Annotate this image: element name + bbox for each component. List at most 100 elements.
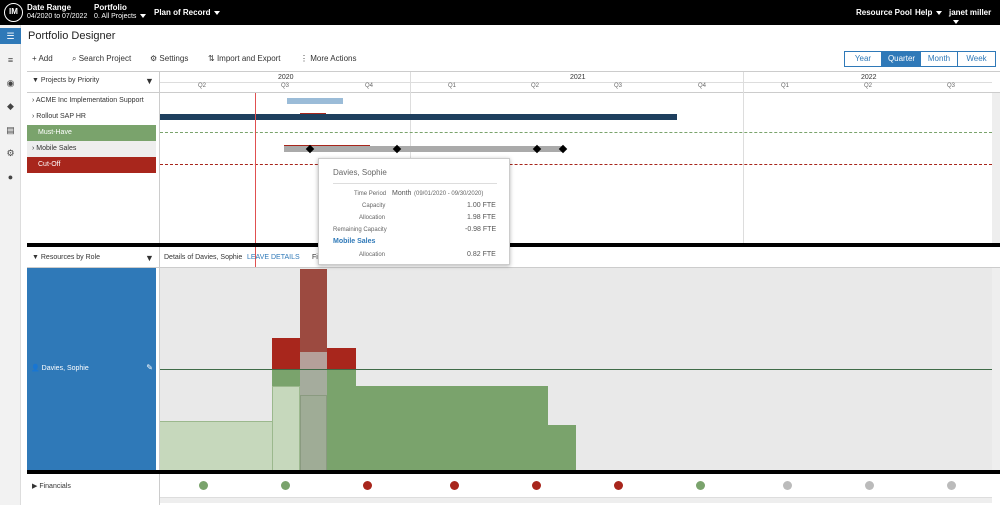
resource-scrollbar[interactable] xyxy=(992,268,1000,471)
filter-icon[interactable]: ▼ xyxy=(145,253,154,263)
user-menu[interactable]: janet miller xyxy=(949,8,1000,26)
header-border xyxy=(27,71,1000,72)
chevron-down-icon xyxy=(140,14,147,19)
more-actions-button[interactable]: ⋮ More Actions xyxy=(300,54,356,63)
pane-splitter[interactable] xyxy=(27,243,1000,247)
financial-dot[interactable] xyxy=(947,481,956,490)
pane-splitter[interactable] xyxy=(27,470,1000,474)
gantt-scrollbar[interactable] xyxy=(992,93,1000,243)
settings-label: Settings xyxy=(159,54,189,63)
left-nav: ☰ ≡ ◉ ◆ ▤ ⚙ ● xyxy=(0,25,21,505)
year-label: 2022 xyxy=(861,74,877,81)
projects-header[interactable]: ▼ Projects by Priority xyxy=(32,77,99,84)
search-project-label: Search Project xyxy=(78,54,132,63)
add-button[interactable]: + Add xyxy=(32,54,53,63)
app-logo[interactable]: IM xyxy=(4,3,23,22)
must-have-marker[interactable]: Must-Have xyxy=(27,125,156,141)
financial-dot[interactable] xyxy=(865,481,874,490)
view-week-button[interactable]: Week xyxy=(957,51,996,67)
gridline xyxy=(410,72,411,243)
financial-dot[interactable] xyxy=(199,481,208,490)
chevron-down-icon xyxy=(953,19,959,24)
target-icon[interactable]: ◉ xyxy=(6,78,15,88)
top-bar: IM Date Range 04/2020 to 07/2022 Portfol… xyxy=(0,0,1000,25)
project-row-acme[interactable]: › ACME Inc Implementation Support xyxy=(27,93,156,109)
compass-icon[interactable]: ● xyxy=(7,172,14,182)
gear-icon[interactable]: ⚙ xyxy=(6,148,15,158)
financial-dot[interactable] xyxy=(363,481,372,490)
gantt-bar-sap-hr[interactable] xyxy=(160,114,677,120)
view-month-button[interactable]: Month xyxy=(920,51,958,67)
help-menu[interactable]: Help xyxy=(915,8,943,17)
settings-button[interactable]: ⚙ Settings xyxy=(150,54,188,63)
diamond-icon[interactable]: ◆ xyxy=(7,101,14,111)
gantt-bar-acme[interactable] xyxy=(287,98,343,104)
resource-pool-link[interactable]: Resource Pool xyxy=(856,8,913,17)
financials-header[interactable]: ▶ Financials xyxy=(32,482,71,490)
alloc-block[interactable] xyxy=(272,386,300,471)
year-label: 2020 xyxy=(278,74,294,81)
capacity-value: 1.00 FTE xyxy=(467,202,496,209)
financial-dot[interactable] xyxy=(532,481,541,490)
alloc-block[interactable] xyxy=(548,425,576,471)
plus-icon: + xyxy=(32,54,39,63)
alloc-block[interactable] xyxy=(160,421,272,471)
portfolio-designer-icon[interactable]: ☰ xyxy=(0,28,21,44)
edit-icon[interactable]: ✎ xyxy=(146,363,153,372)
financial-dot[interactable] xyxy=(450,481,459,490)
portfolio-selector[interactable]: Portfolio 0. All Projects xyxy=(94,3,147,21)
cut-off-marker[interactable]: Cut-Off xyxy=(27,157,156,173)
details-extra: Fi xyxy=(312,254,318,261)
page-title: Portfolio Designer xyxy=(28,30,116,42)
more-vertical-icon: ⋮ xyxy=(300,54,311,63)
gantt-bar-mobile-sales[interactable] xyxy=(284,146,563,152)
view-quarter-button[interactable]: Quarter xyxy=(882,51,921,67)
alloc-block[interactable] xyxy=(300,369,327,395)
overalloc-block[interactable] xyxy=(300,352,327,369)
alloc-block[interactable] xyxy=(272,369,300,386)
overalloc-block[interactable] xyxy=(272,338,300,369)
quarter-label: Q1 xyxy=(448,83,457,89)
projects-header-label: Projects by Priority xyxy=(40,77,100,84)
resource-row[interactable]: 👤 Davies, Sophie ✎ xyxy=(27,268,156,471)
resource-tooltip: Davies, Sophie Time Period Month (09/01/… xyxy=(318,158,510,265)
horizontal-scrollbar[interactable] xyxy=(160,497,992,503)
panel-splitter[interactable] xyxy=(159,71,160,505)
financial-dot[interactable] xyxy=(281,481,290,490)
list-icon[interactable]: ≡ xyxy=(7,55,14,65)
import-export-icon: ⇅ xyxy=(208,54,217,63)
financial-dot[interactable] xyxy=(614,481,623,490)
financial-dot[interactable] xyxy=(783,481,792,490)
date-range-selector[interactable]: Date Range 04/2020 to 07/2022 xyxy=(27,3,87,21)
remaining-capacity-label: Remaining Capacity xyxy=(333,227,387,233)
quarter-label: Q3 xyxy=(281,83,290,89)
date-range-value: 04/2020 to 07/2022 xyxy=(27,13,88,20)
alloc-block[interactable] xyxy=(300,395,327,471)
tooltip-divider xyxy=(333,183,497,184)
more-actions-label: More Actions xyxy=(310,54,357,63)
filter-icon[interactable]: ▼ xyxy=(145,76,154,86)
time-period-label: Time Period xyxy=(354,191,387,197)
alloc-block[interactable] xyxy=(356,386,548,471)
chevron-right-icon: › xyxy=(32,97,36,104)
chevron-down-icon xyxy=(936,10,943,15)
project-row-sap-hr[interactable]: › Rollout SAP HR xyxy=(27,109,156,125)
resources-header[interactable]: ▼ Resources by Role xyxy=(32,254,100,261)
overalloc-block[interactable] xyxy=(327,348,356,369)
caret-down-icon: ▼ xyxy=(32,77,41,84)
project-row-mobile-sales[interactable]: › Mobile Sales xyxy=(27,141,156,157)
leave-details-link[interactable]: LEAVE DETAILS xyxy=(247,254,300,261)
import-export-button[interactable]: ⇅ Import and Export xyxy=(208,54,281,63)
financial-dot[interactable] xyxy=(696,481,705,490)
overalloc-block[interactable] xyxy=(300,269,327,352)
document-icon[interactable]: ▤ xyxy=(6,125,15,135)
alloc-block[interactable] xyxy=(327,369,356,471)
import-export-label: Import and Export xyxy=(216,54,281,63)
remaining-capacity-value: -0.98 FTE xyxy=(465,226,497,233)
plan-selector[interactable]: Plan of Record xyxy=(154,8,221,17)
time-period-range: (09/01/2020 - 09/30/2020) xyxy=(414,191,484,197)
search-project-button[interactable]: ⌕ Search Project xyxy=(72,54,131,64)
view-year-button[interactable]: Year xyxy=(844,51,882,67)
time-period-value: Month xyxy=(392,190,412,197)
resources-header-label: Resources by Role xyxy=(40,254,101,261)
